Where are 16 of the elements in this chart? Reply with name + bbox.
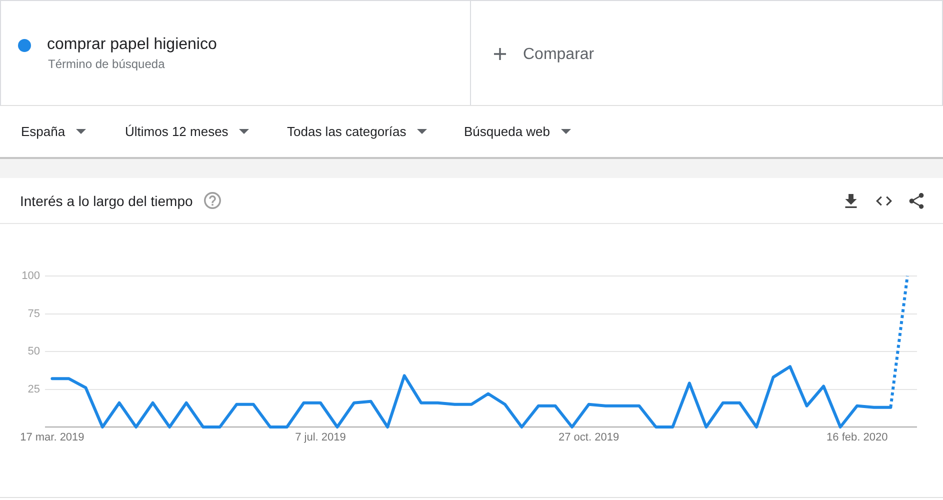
y-tick-label: 25 xyxy=(28,383,40,396)
text: Últimos 12 meses xyxy=(125,124,228,139)
x-tick-label: 17 mar. 2019 xyxy=(20,432,84,444)
y-tick-label: 50 xyxy=(28,346,40,358)
x-tick-label: 27 oct. 2019 xyxy=(558,432,620,444)
x-tick-label: 16 feb. 2020 xyxy=(826,432,888,444)
text: Término de búsqueda xyxy=(48,57,165,71)
x-tick-label: 7 jul. 2019 xyxy=(295,432,346,444)
text: España xyxy=(21,124,66,139)
text: Comparar xyxy=(523,46,594,64)
legend-label: comprar papel higienico xyxy=(47,36,217,54)
y-tick-label: 100 xyxy=(22,270,40,282)
text: Todas las categorías xyxy=(287,124,406,139)
text: Búsqueda web xyxy=(464,124,550,139)
chart-title: Interés a lo largo del tiempo xyxy=(20,192,193,208)
y-tick-label: 75 xyxy=(28,308,40,320)
